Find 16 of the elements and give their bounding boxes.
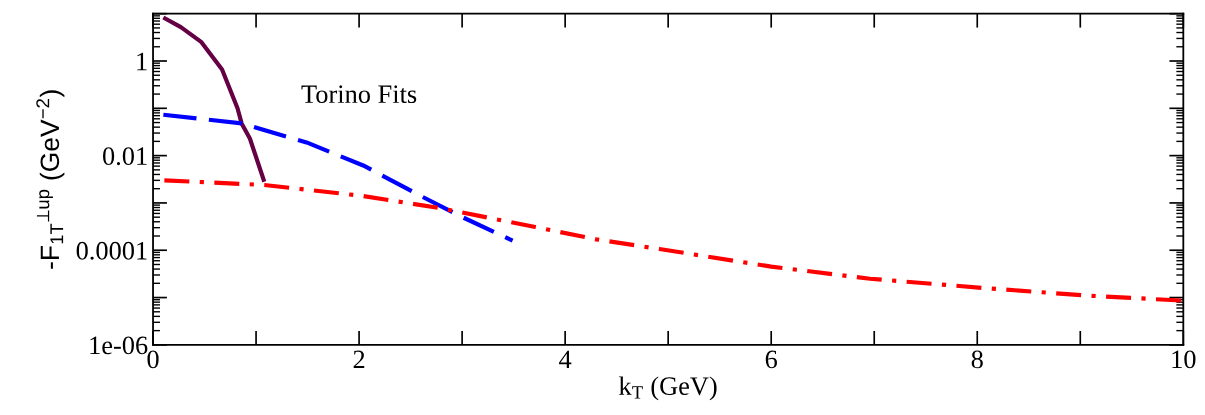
x-tick-label: 4 [559,350,572,369]
x-tick-label: 0 [147,350,159,369]
x-tick-label: 8 [971,350,983,369]
y-tick-label: 1e-06 [90,336,148,355]
annotation: Torino Fits [301,85,417,104]
x-tick-label: 6 [765,350,778,369]
y-tick-label: 0.0001 [76,241,147,260]
x-tick-label: 2 [353,350,365,369]
x-axis-title: k$_{T}$ (GeV) [618,376,717,401]
y-tick-label: 0.01 [103,147,147,166]
x-tick-label: 10 [1172,350,1196,369]
line-series [161,112,515,243]
y-axis-title: -F$_{1T}$$^{⊥up}$ (GeV$^{−2}$) [36,90,65,269]
y-tick-label: 1 [137,52,147,71]
line-series [162,178,1184,303]
line-series [161,15,267,184]
